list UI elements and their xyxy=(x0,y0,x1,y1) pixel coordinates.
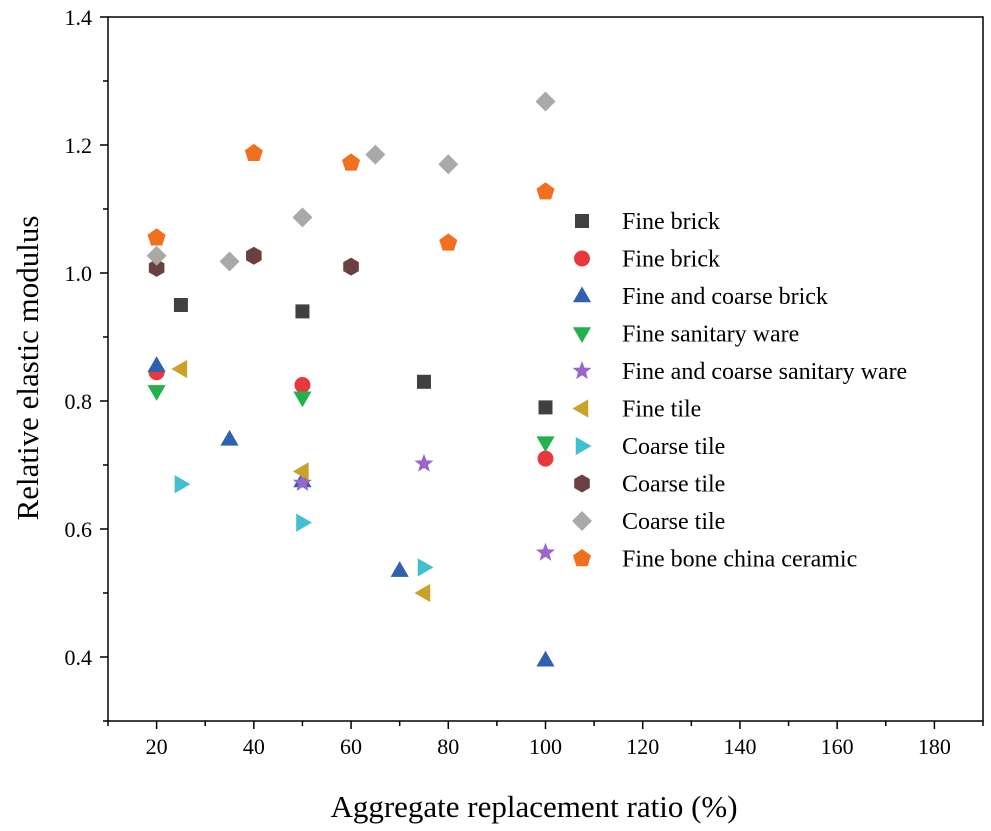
series-6 xyxy=(174,475,434,577)
data-point xyxy=(390,561,409,577)
legend-item: Fine sanitary ware xyxy=(572,322,799,348)
x-tick-label: 100 xyxy=(529,734,562,759)
legend-marker xyxy=(572,286,592,303)
data-point xyxy=(438,154,459,175)
legend-label: Fine sanitary ware xyxy=(622,322,799,348)
data-point xyxy=(414,453,434,472)
data-point xyxy=(174,475,191,494)
legend-item: Fine brick xyxy=(575,209,720,235)
data-point xyxy=(342,153,361,171)
legend: Fine brick Fine brick Fine and coarse bric… xyxy=(572,209,907,573)
x-tick-label: 20 xyxy=(146,734,168,759)
series-5 xyxy=(171,359,431,603)
data-markers xyxy=(146,91,556,667)
legend-label: Fine and coarse brick xyxy=(622,284,828,310)
data-point xyxy=(295,304,310,319)
legend-label: Fine and coarse sanitary ware xyxy=(622,359,907,385)
legend-item: Fine tile xyxy=(572,397,701,423)
data-point xyxy=(147,385,166,401)
data-point xyxy=(414,583,431,603)
data-point xyxy=(292,472,312,492)
data-point xyxy=(536,650,555,667)
data-point xyxy=(536,436,555,453)
data-point xyxy=(365,144,386,165)
data-point xyxy=(537,450,554,467)
legend-marker xyxy=(572,361,592,380)
data-point xyxy=(536,182,555,200)
legend-item: Coarse tile xyxy=(572,509,725,535)
data-point xyxy=(246,246,262,265)
series-9 xyxy=(147,143,555,251)
data-point xyxy=(343,257,359,276)
data-point xyxy=(296,513,312,532)
data-point xyxy=(147,356,166,373)
data-point xyxy=(535,91,556,112)
y-tick-label: 1.0 xyxy=(65,261,93,286)
data-point xyxy=(417,558,434,577)
data-point xyxy=(171,359,188,379)
x-tick-label: 40 xyxy=(243,734,265,759)
legend-item: Coarse tile xyxy=(575,434,725,460)
data-point xyxy=(293,391,312,408)
data-point xyxy=(219,251,240,272)
y-tick-label: 0.8 xyxy=(65,389,93,414)
data-point xyxy=(173,298,188,312)
legend-label: Fine tile xyxy=(622,397,701,423)
legend-marker xyxy=(572,399,589,418)
legend-marker xyxy=(575,436,592,456)
x-tick-label: 60 xyxy=(340,734,362,759)
legend-item: Coarse tile xyxy=(574,472,725,498)
data-point xyxy=(146,245,167,266)
data-point xyxy=(244,143,263,162)
data-point xyxy=(147,228,166,246)
data-point xyxy=(294,377,311,393)
x-tick-label: 160 xyxy=(821,734,854,759)
series-2 xyxy=(147,356,555,667)
data-point xyxy=(292,207,313,228)
legend-marker xyxy=(572,549,592,567)
legend-label: Fine brick xyxy=(622,209,720,235)
legend-item: Fine bone china ceramic xyxy=(572,547,857,573)
legend-label: Fine brick xyxy=(622,247,720,273)
legend-label: Fine bone china ceramic xyxy=(622,547,857,573)
data-point xyxy=(538,400,553,415)
data-point xyxy=(439,233,458,251)
x-tick-label: 120 xyxy=(626,734,659,759)
legend-marker xyxy=(574,250,590,267)
legend-marker xyxy=(572,511,592,531)
x-tick-label: 80 xyxy=(437,734,459,759)
legend-item: Fine and coarse brick xyxy=(572,284,828,310)
legend-label: Coarse tile xyxy=(622,434,725,460)
legend-marker xyxy=(572,327,592,343)
data-point xyxy=(535,542,556,561)
legend-item: Fine and coarse sanitary ware xyxy=(572,359,907,385)
series-3 xyxy=(147,385,555,453)
legend-label: Coarse tile xyxy=(622,509,725,535)
series-4 xyxy=(292,453,556,561)
y-tick-label: 0.6 xyxy=(65,517,93,542)
series-7 xyxy=(148,246,359,277)
data-point xyxy=(292,462,309,481)
x-axis-title: Aggregate replacement ratio (%) xyxy=(330,789,737,824)
legend-label: Coarse tile xyxy=(622,472,725,498)
series-1 xyxy=(148,364,554,467)
y-tick-label: 0.4 xyxy=(65,645,93,670)
data-point xyxy=(220,429,239,446)
legend-marker xyxy=(574,474,590,493)
legend-marker xyxy=(575,214,589,228)
y-tick-label: 1.2 xyxy=(65,133,93,158)
x-tick-label: 180 xyxy=(918,734,951,759)
data-point xyxy=(148,258,165,277)
y-axis-title: Relative elastic modulus xyxy=(10,216,45,521)
axes: 20 40 60 80 100 120 140 160 180 0.4 0.6 0.8 1.0 1.2 1.… xyxy=(65,5,984,759)
series-8 xyxy=(146,91,556,272)
legend-item: Fine brick xyxy=(574,247,720,273)
data-point xyxy=(416,374,431,389)
series-0 xyxy=(173,298,553,415)
x-tick-label: 140 xyxy=(723,734,756,759)
y-tick-label: 1.4 xyxy=(65,5,93,30)
